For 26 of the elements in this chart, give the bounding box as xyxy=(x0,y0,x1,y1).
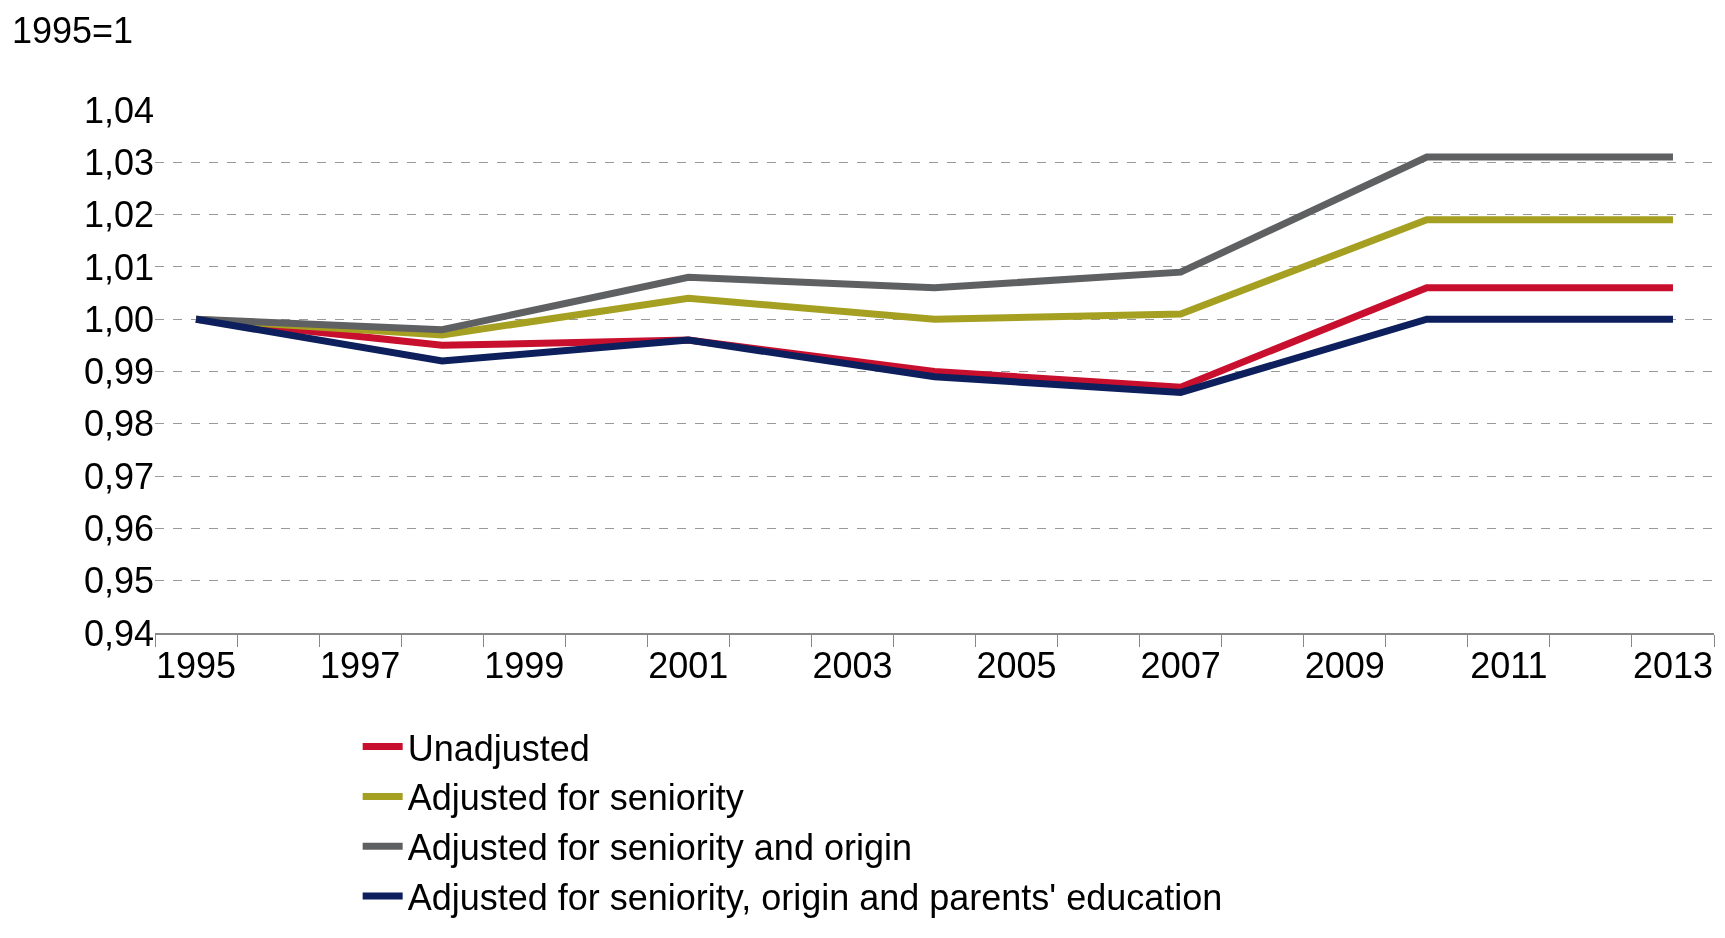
y-tick-label: 1,03 xyxy=(83,141,154,183)
x-tick-label: 2003 xyxy=(812,644,893,686)
y-tick-label: 0,94 xyxy=(83,612,154,654)
y-tick-label: 1,02 xyxy=(83,194,154,236)
x-tick-label: 2007 xyxy=(1140,644,1221,686)
x-tick-label: 1999 xyxy=(484,644,565,686)
x-tick-label: 2001 xyxy=(648,644,729,686)
x-tick-label: 1995 xyxy=(155,644,237,686)
legend-label: Unadjusted xyxy=(407,727,590,769)
x-tick-label: 2013 xyxy=(1632,644,1714,686)
legend-label: Adjusted for seniority and origin xyxy=(407,827,912,869)
y-tick-label: 0,96 xyxy=(83,508,154,549)
x-tick-label: 1997 xyxy=(320,644,401,686)
y-axis-title: 1995=1 xyxy=(12,10,134,51)
y-tick-label: 1,04 xyxy=(83,89,154,131)
x-tick-label: 2009 xyxy=(1304,644,1385,686)
y-tick-label: 0,95 xyxy=(83,560,154,602)
y-tick-label: 1,01 xyxy=(83,246,154,288)
y-tick-label: 1,00 xyxy=(83,298,154,340)
legend-label: Adjusted for seniority xyxy=(407,777,744,819)
x-tick-label: 2011 xyxy=(1470,644,1548,686)
legend-label: Adjusted for seniority, origin and parents' education xyxy=(407,877,1223,919)
y-tick-label: 0,99 xyxy=(83,351,154,393)
y-tick-label: 0,98 xyxy=(83,403,154,445)
x-tick-label: 2005 xyxy=(976,644,1057,686)
y-tick-label: 0,97 xyxy=(83,455,154,497)
